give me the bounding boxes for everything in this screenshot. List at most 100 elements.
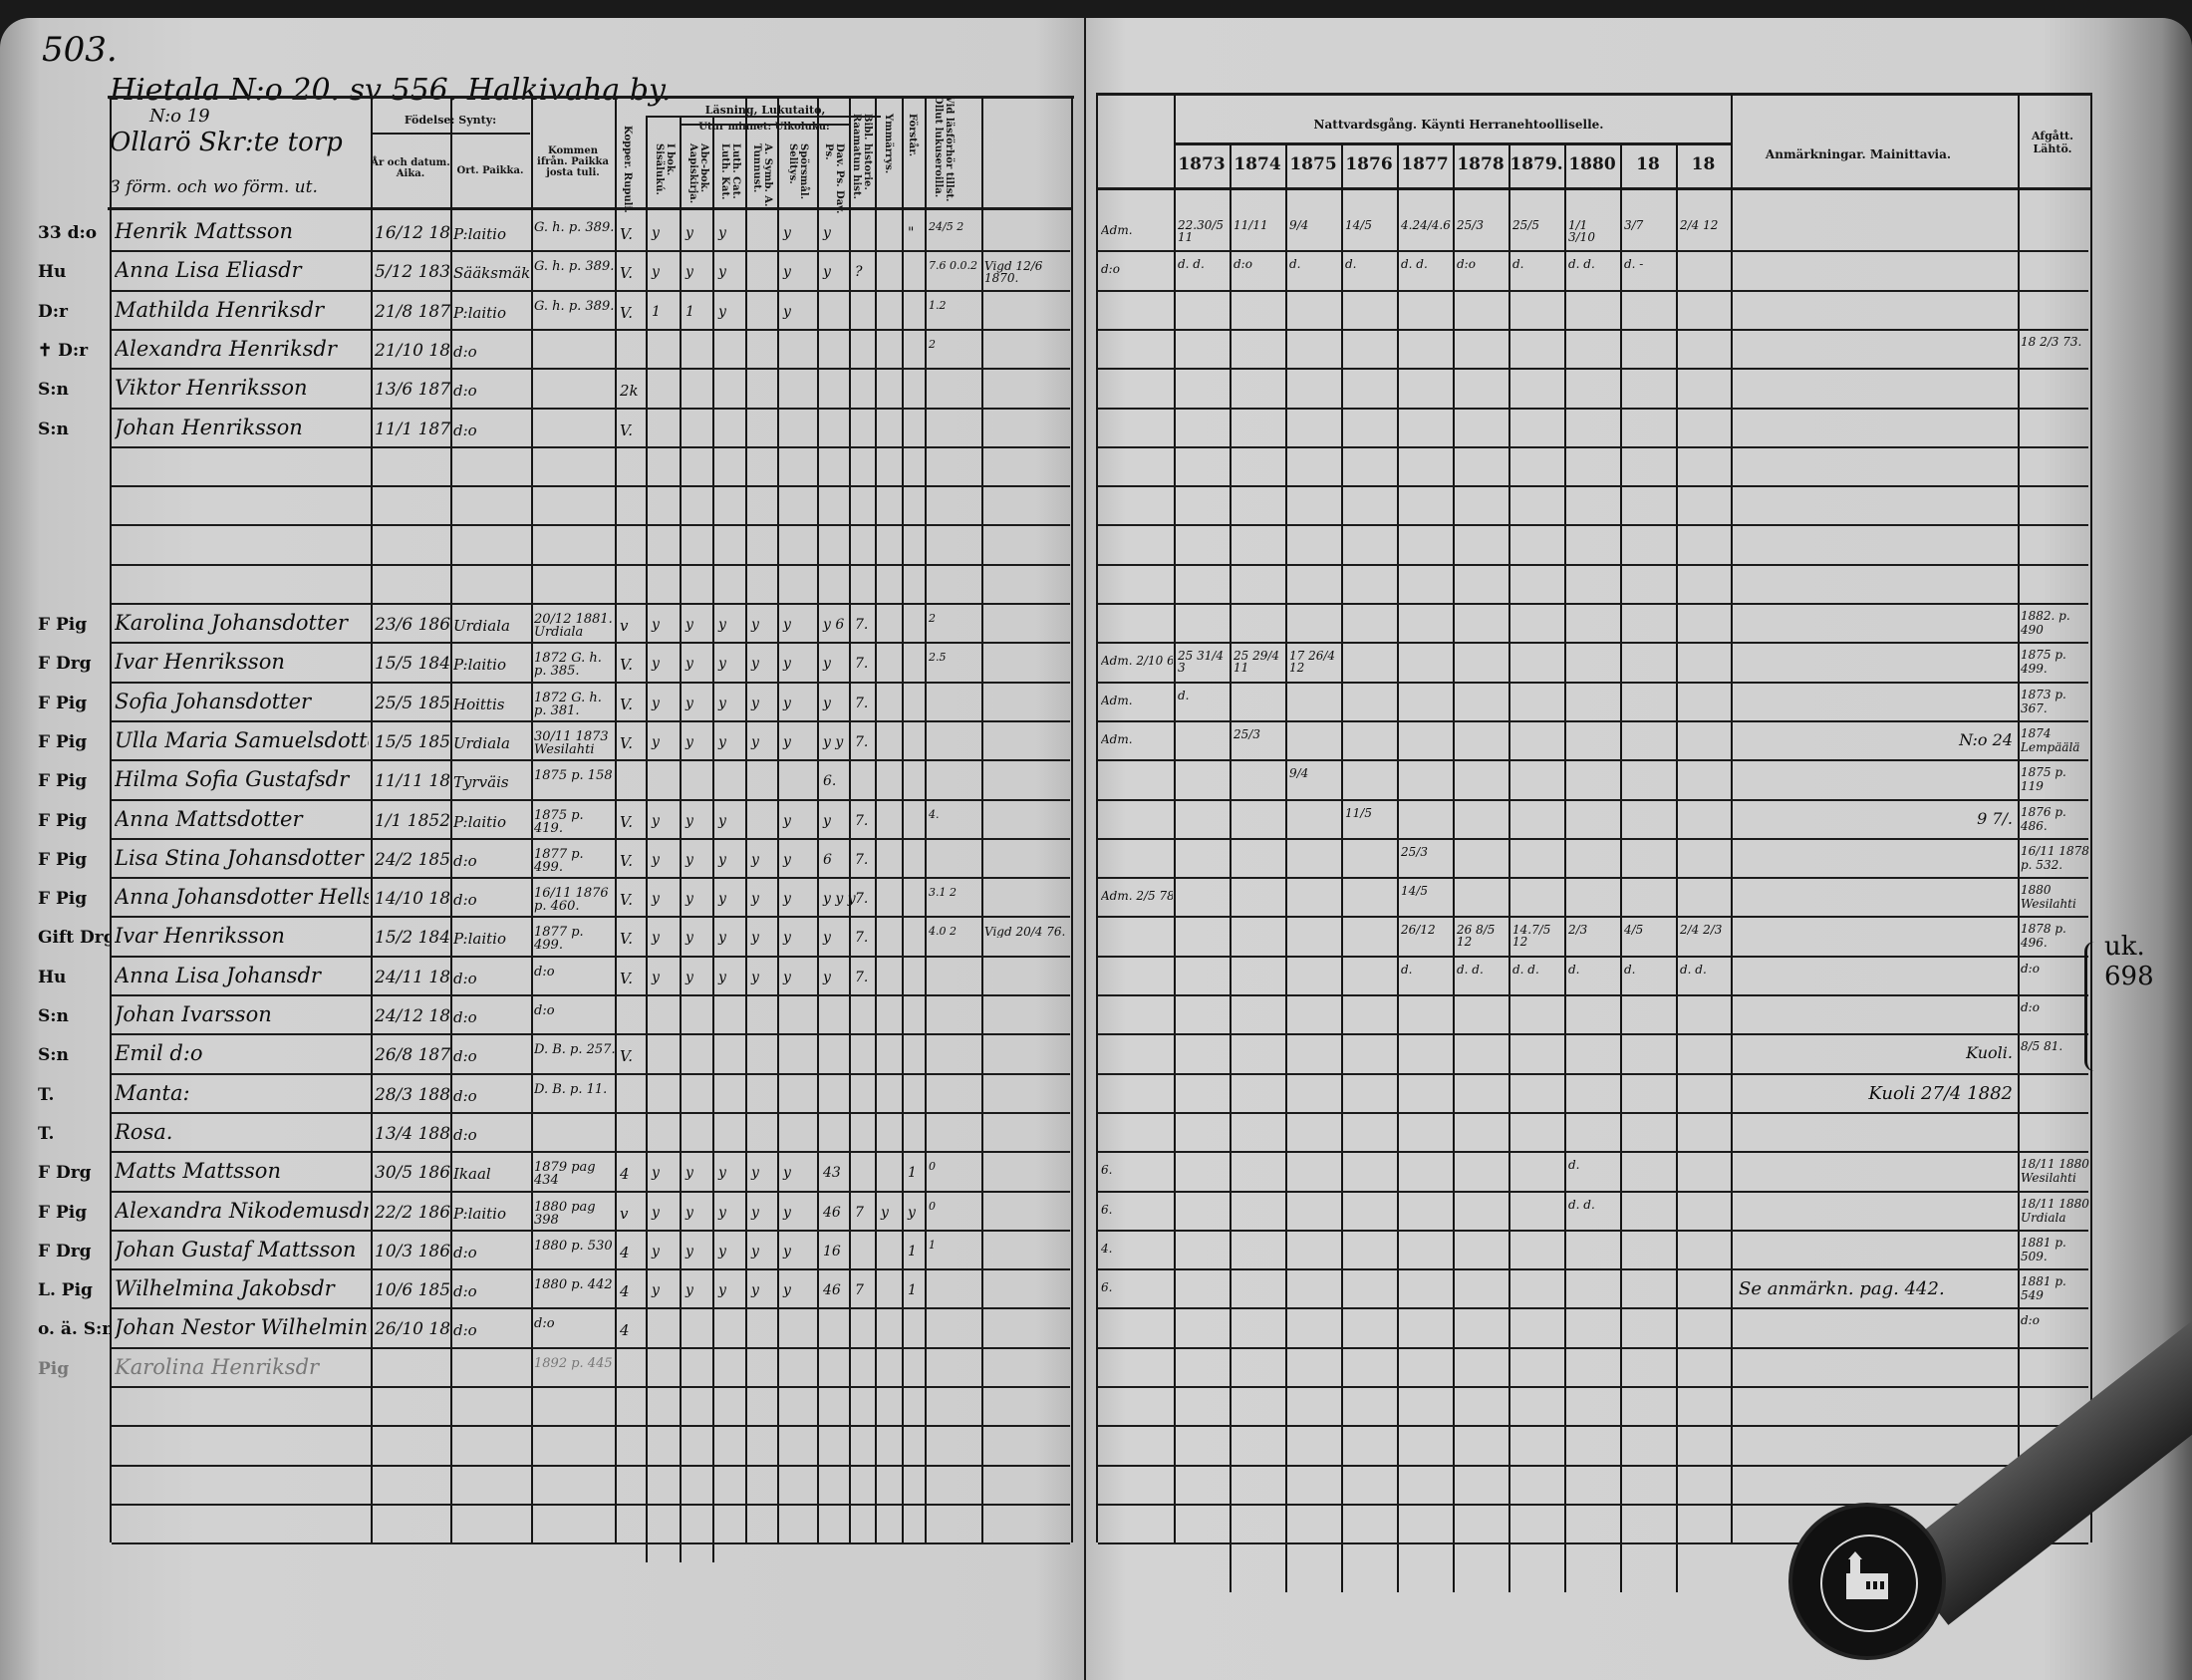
came-from: D. B. p. 11. [534,1082,608,1096]
row-marker: 33 d:o [38,223,98,243]
communion-date: 25/5 [1512,218,1539,232]
reading-mark: y [783,656,791,673]
header-top-rule [1096,93,2092,96]
header-rule [646,116,881,118]
column-rule [849,98,851,1543]
column-rule [615,98,617,1543]
admission-note: d:o [1101,262,1120,277]
row-marker: o. ä. S:n [38,1319,110,1340]
communion-date: 9/4 [1289,766,1309,781]
birth-date: 30/5 1860 [375,1163,450,1184]
row-marker: Gift Drg [38,928,110,949]
row-marker: F Drg [38,1241,92,1261]
header-psalms: Dav. Ps. Dav. Ps. [823,143,845,214]
came-from: 1872 G. h. p. 385. [534,652,602,679]
remark-text: Kuoli. [1966,1043,2013,1063]
column-rule [712,118,714,1563]
column-rule [875,98,877,1543]
communion-date: 17 26/4 12 [1289,649,1336,676]
row-rule [112,1307,1070,1310]
row-rule [1098,837,2088,840]
examination-note: 0 [929,1161,936,1173]
row-marker: F Pig [38,889,88,910]
communion-date: 3/7 [1624,218,1644,232]
reading-mark: 1 [652,303,661,320]
row-rule [1098,1229,2088,1232]
year-header: 1876 [1345,154,1393,174]
communion-date: d. [1512,257,1524,272]
communion-date: d. d. [1680,962,1707,977]
examination-note: 1 [929,1239,936,1251]
reading-mark: y [751,733,759,750]
birth-date: 24/11 1850 [375,967,450,987]
communion-date: d. - [1624,257,1644,272]
reading-mark: y [908,1204,916,1221]
examination-note: 4. [929,808,940,820]
departed-note: 1880 Wesilahti [2021,883,2076,912]
row-rule [112,1425,1070,1428]
smallpox-mark: V. [620,1047,633,1066]
church-icon [1846,1551,1888,1599]
row-marker: T. [38,1084,55,1105]
column-rule [745,98,747,1543]
row-rule [112,1111,1070,1114]
came-from: G. h. p. 389. [534,260,615,274]
communion-date: d. [1624,962,1636,977]
header-catechism: Luth. Cat. Luth. Kat. [719,143,741,200]
remark-text: 9 7/. [1977,808,2013,828]
person-name: Mathilda Henriksdr [115,297,325,322]
reading-mark: 7. [855,851,869,868]
reading-mark: y [783,930,791,947]
column-rule [1341,144,1343,1593]
person-name: Manta: [115,1080,190,1105]
came-from: d:o [534,965,555,979]
header-bottom-rule [108,207,1072,210]
came-from: 1880 p. 442 [534,1278,613,1292]
communion-date: d. [1568,1158,1580,1173]
row-rule [112,1151,1070,1154]
column-rule [110,98,112,1543]
departed-note: 16/11 1878 p. 532. [2021,843,2089,872]
examination-note: 3.1 2 [929,887,957,899]
row-rule [112,877,1070,880]
row-rule [1098,1503,2088,1506]
communion-date: d. [1401,962,1413,977]
household-number: N:o 19 [149,106,210,127]
column-rule [1285,144,1287,1593]
year-header: 1873 [1178,154,1226,174]
smallpox-mark: V. [620,656,633,675]
reading-mark: y [783,1282,791,1299]
row-rule [1098,1111,2088,1114]
row-marker: F Drg [38,1163,92,1184]
reading-mark: y [823,225,831,241]
reading-mark: y [783,617,791,633]
column-rule [1620,144,1622,1593]
came-from: 1875 p. 158 [534,769,613,783]
person-name: Viktor Henriksson [115,376,308,401]
row-rule [1098,485,2088,488]
reading-mark: y [652,930,660,947]
admission-note: Adm. 2/10 64 [1101,654,1173,669]
right-page: Nattvardsgång. Käynti Herranehtoollisell… [1086,18,2192,1680]
departed-note: 1882. p. 490 [2021,609,2070,637]
person-name: Matts Mattsson [115,1159,281,1184]
reading-mark: y [652,733,660,750]
communion-date: d. [1178,688,1190,702]
departed-note: 1876 p. 486. [2021,804,2066,833]
row-rule [112,681,1070,684]
birth-place: d:o [453,382,477,401]
person-name: Ivar Henriksson [115,924,285,949]
smallpox-mark: 4 [620,1165,630,1184]
reading-mark: y [881,1204,889,1221]
examination-note: 24/5 2 [929,221,964,232]
header-communion: Nattvardsgång. Käynti Herranehtoollisell… [1313,118,1604,132]
smallpox-mark: 4 [620,1243,630,1261]
reading-mark: y [783,695,791,711]
person-name: Anna Lisa Eliasdr [115,258,302,283]
reading-mark: y [652,969,660,985]
reading-mark: 7. [855,656,869,673]
birth-date: 22/2 1863 [375,1202,450,1223]
birth-place: d:o [453,1086,477,1105]
row-rule [112,1072,1070,1075]
